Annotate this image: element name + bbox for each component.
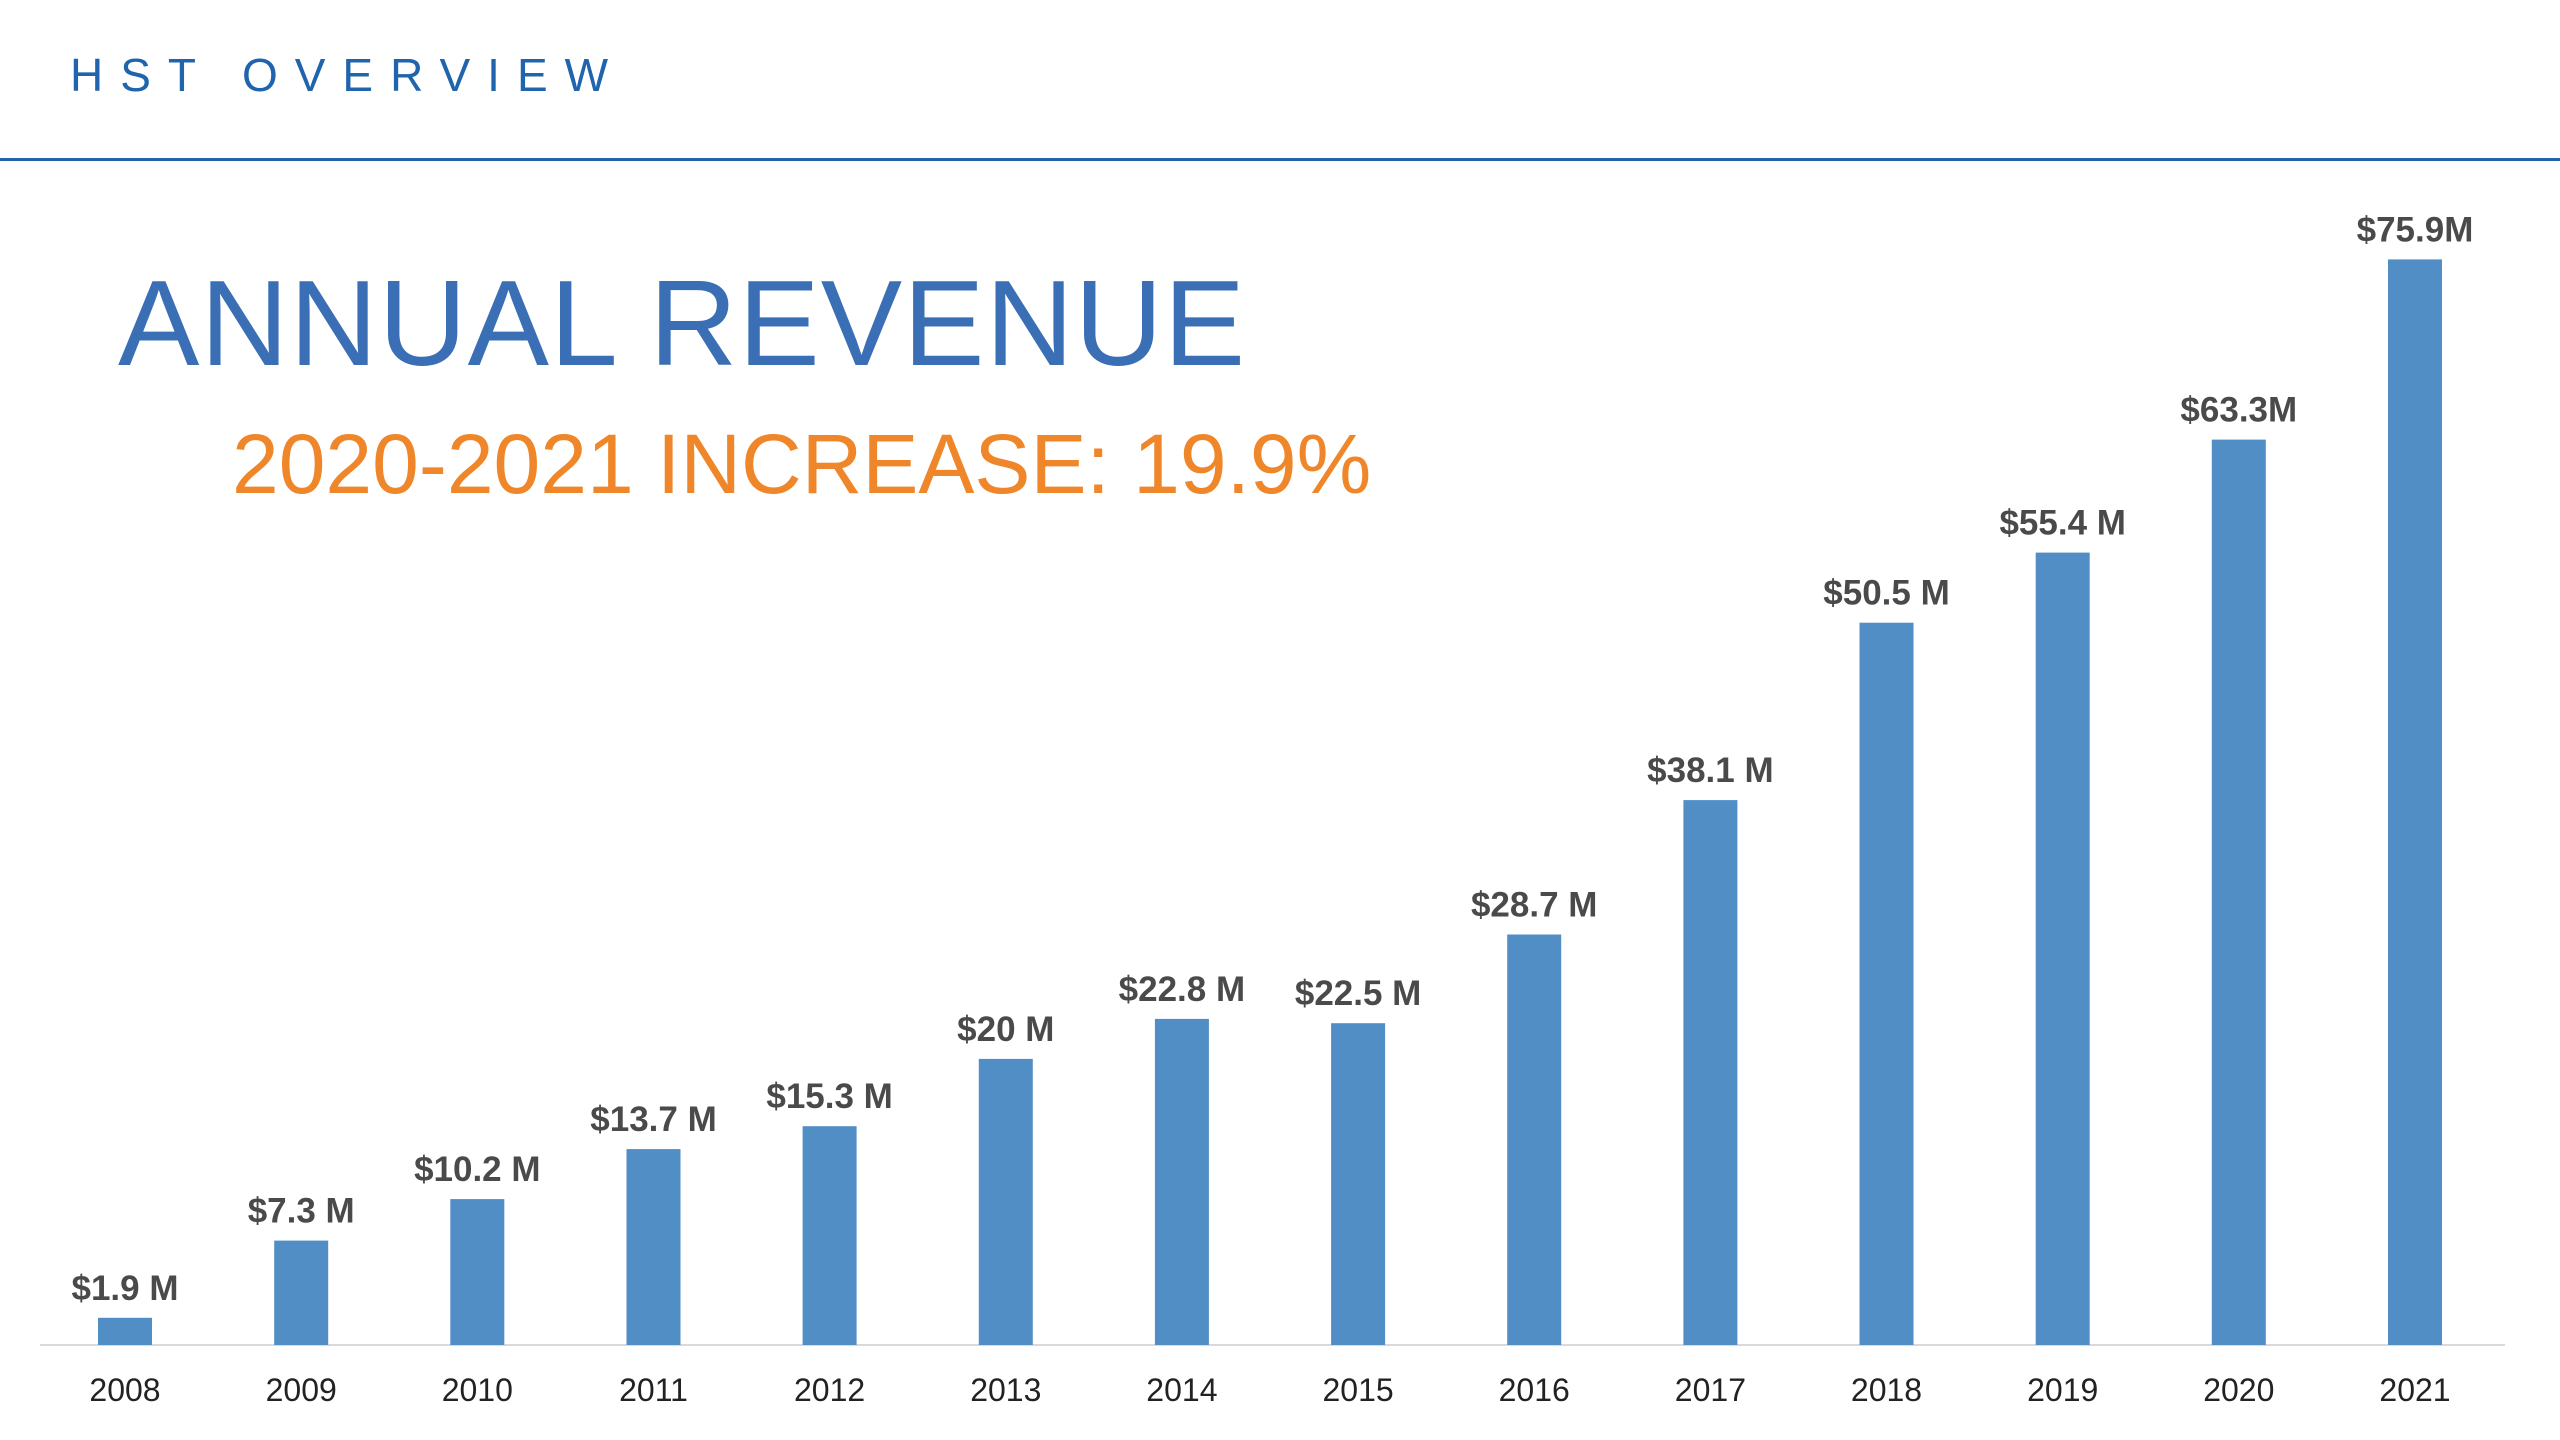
bar-2017: [1683, 800, 1738, 1345]
x-tick-label-2010: 2010: [442, 1372, 513, 1408]
x-tick-label-2015: 2015: [1323, 1372, 1394, 1408]
data-label-2014: $22.8 M: [1119, 970, 1245, 1009]
x-tick-labels-group: 2008 2009 2010 2011 2012 2013 2014 2015 2016 2017…: [89, 1372, 2450, 1408]
chart-subtitle: 2020-2021 INCREASE: 19.9%: [232, 417, 1372, 511]
data-label-2008: $1.9 M: [72, 1269, 179, 1308]
bar-2016: [1507, 934, 1562, 1345]
bar-2013: [978, 1058, 1033, 1345]
data-label-2009: $7.3 M: [248, 1192, 355, 1231]
header-divider: [0, 158, 2560, 161]
bar-2014: [1154, 1018, 1209, 1345]
data-label-2015: $22.5 M: [1295, 974, 1421, 1013]
data-label-2011: $13.7 M: [590, 1100, 716, 1139]
bar-2019: [2035, 552, 2090, 1345]
chart-title: ANNUAL REVENUE: [118, 255, 1247, 391]
bar-2018: [1859, 622, 1914, 1345]
data-label-2018: $50.5 M: [1823, 574, 1949, 613]
x-tick-label-2008: 2008: [89, 1372, 160, 1408]
bar-2010: [450, 1199, 505, 1345]
x-tick-label-2011: 2011: [619, 1372, 688, 1408]
data-label-2021: $75.9M: [2357, 210, 2474, 249]
section-header: HST OVERVIEW: [70, 49, 626, 101]
data-label-2010: $10.2 M: [414, 1150, 540, 1189]
x-tick-label-2014: 2014: [1146, 1372, 1217, 1408]
data-label-2013: $20 M: [957, 1010, 1054, 1049]
x-tick-label-2019: 2019: [2027, 1372, 2098, 1408]
data-label-2020: $63.3M: [2180, 391, 2297, 430]
bar-2015: [1331, 1023, 1386, 1345]
x-tick-label-2013: 2013: [970, 1372, 1041, 1408]
x-tick-label-2018: 2018: [1851, 1372, 1922, 1408]
data-labels-group: $1.9 M $7.3 M $10.2 M $13.7 M $15.3 M $20 M $2…: [72, 210, 2474, 1307]
x-tick-label-2021: 2021: [2379, 1372, 2450, 1408]
data-label-2012: $15.3 M: [766, 1077, 892, 1116]
x-tick-label-2016: 2016: [1499, 1372, 1570, 1408]
bar-2021: [2388, 259, 2442, 1345]
x-tick-label-2017: 2017: [1675, 1372, 1746, 1408]
bars-group: [98, 259, 2442, 1346]
bar-2011: [626, 1149, 681, 1345]
bar-2009: [274, 1240, 329, 1345]
x-tick-label-2012: 2012: [794, 1372, 865, 1408]
x-tick-label-2009: 2009: [266, 1372, 337, 1408]
data-label-2016: $28.7 M: [1471, 886, 1597, 925]
bar-2012: [802, 1126, 857, 1345]
x-tick-label-2020: 2020: [2203, 1372, 2274, 1408]
bar-2020: [2211, 439, 2266, 1346]
data-label-2019: $55.4 M: [1999, 504, 2125, 543]
bar-2008: [98, 1317, 152, 1345]
data-label-2017: $38.1 M: [1647, 751, 1773, 790]
